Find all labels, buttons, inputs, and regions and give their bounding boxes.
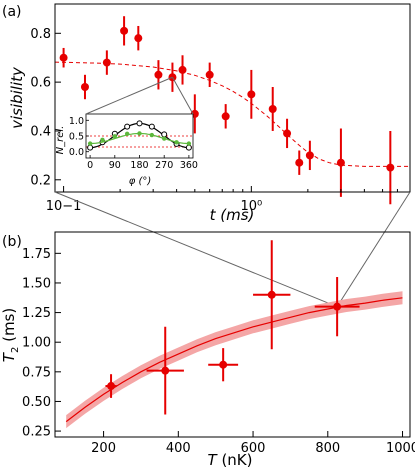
zoom-connector-line — [54, 191, 338, 308]
inset-point-black — [124, 123, 131, 130]
panel-a-data-point — [102, 58, 111, 67]
panel-b-ytick-label: 1.25 — [22, 306, 51, 321]
panel-a-label: (a) — [2, 4, 22, 20]
panel-a-data-point — [59, 53, 68, 62]
inset-point-green — [149, 132, 155, 138]
panel-b-xtick-label: 1000 — [386, 441, 415, 456]
panel-b-data-point — [107, 382, 116, 391]
panel-a-data-point — [134, 34, 143, 43]
inset-ticks: 0 90 180 270 360 0.0 0.5 1.0 — [69, 116, 198, 171]
panel-b-xlabel: T (nK) — [208, 451, 253, 469]
panel-b-fit-curve — [65, 297, 403, 423]
panel-b-confidence-band — [66, 291, 403, 429]
panel-b-data-point — [333, 302, 342, 311]
panel-b-fit-layer — [65, 291, 403, 429]
inset-connector-line — [172, 77, 194, 115]
inset-ytick-label: 0.0 — [69, 147, 84, 158]
inset-point-green — [87, 141, 93, 146]
panel-a-ytick-label: 0.4 — [30, 124, 51, 139]
inset-xtick-label: 270 — [155, 160, 173, 171]
panel-a-xtick-label: 10⁰ — [240, 199, 262, 214]
panel-b-xtick-label: 200 — [91, 441, 116, 456]
panel-b-label: (b) — [2, 234, 22, 250]
inset-point-black — [87, 144, 94, 151]
inset-point-green — [137, 131, 142, 136]
panel-a-xtick-label: 10−1 — [46, 199, 82, 214]
panel-b-data-point — [161, 366, 170, 375]
panel-a-ytick-label: 0.6 — [30, 76, 51, 91]
panel-b-data-point — [267, 290, 276, 299]
panel-a-ytick-label: 0.2 — [30, 173, 51, 188]
panel-a-xlabel: t (ms) — [210, 206, 255, 224]
panel-a: 10−1 10⁰ 0.2 0.4 0.6 0.8 t (ms) visibility — [8, 3, 411, 224]
inset-xtick-label: 90 — [109, 160, 121, 171]
panel-a-frame — [54, 3, 411, 193]
inset-panel: 0 90 180 270 360 0.0 0.5 1.0 φ (°) N_rel. — [55, 113, 198, 187]
panel-a-ytick-label: 0.8 — [30, 27, 51, 42]
panel-a-data-point — [305, 151, 314, 160]
inset-ylabel: N_rel. — [55, 126, 66, 155]
panel-b-ylabel: T2 (ms) — [0, 308, 21, 362]
panel-a-data-point — [268, 104, 277, 113]
inset-xtick-label: 360 — [180, 160, 198, 171]
inset-connector-line — [85, 76, 173, 115]
panel-a-ylabel: visibility — [8, 66, 26, 129]
panel-a-data-point — [178, 65, 187, 74]
inset-xtick-label: 180 — [130, 160, 148, 171]
inset-point-green — [174, 140, 179, 145]
panel-b-ticks: 200 400 600 800 1000 0.25 0.50 0.75 1.00 1.25 1.50… — [22, 247, 415, 456]
panel-b-ytick-label: 0.75 — [22, 365, 51, 380]
panel-a-data-point — [336, 158, 345, 167]
panel-b-xtick-label: 600 — [241, 441, 266, 456]
panel-b-points-layer — [105, 240, 360, 415]
panel-b-frame — [54, 231, 411, 438]
inset-ytick-label: 0.5 — [69, 132, 84, 143]
panel-a-data-point — [205, 70, 214, 79]
inset-point-green — [112, 134, 118, 139]
inset-content-layer — [86, 120, 193, 151]
panel-b-ytick-label: 1.50 — [22, 276, 51, 291]
panel-b: 200 400 600 800 1000 0.25 0.50 0.75 1.00 1.25 1.50… — [0, 231, 415, 469]
connector-lines — [54, 76, 411, 308]
inset-point-black — [148, 123, 155, 130]
panel-b-ytick-label: 1.00 — [22, 336, 51, 351]
panel-a-data-point — [247, 90, 256, 99]
inset-point-black — [185, 144, 192, 151]
inset-xlabel: φ (°) — [129, 176, 152, 187]
panel-a-data-point — [283, 129, 292, 138]
panel-a-data-point — [120, 26, 129, 35]
panel-b-xtick-label: 800 — [315, 441, 340, 456]
panel-a-data-point — [154, 70, 163, 79]
panel-a-points-layer — [59, 16, 395, 205]
panel-a-data-point — [386, 163, 395, 172]
inset-point-black — [136, 120, 143, 127]
inset-point-black — [161, 131, 168, 138]
inset-point-green — [124, 131, 130, 136]
panel-b-ytick-label: 0.50 — [22, 395, 51, 410]
inset-xtick-label: 0 — [87, 160, 93, 171]
panel-b-ytick-label: 1.75 — [22, 247, 51, 262]
zoom-connector-line — [336, 191, 411, 307]
inset-ytick-label: 1.0 — [69, 116, 84, 127]
panel-a-ticks: 10−1 10⁰ 0.2 0.4 0.6 0.8 — [30, 27, 411, 214]
panel-b-ytick-label: 0.25 — [22, 425, 51, 440]
inset-point-green — [161, 136, 167, 141]
inset-point-green — [100, 137, 105, 142]
panel-a-data-point — [80, 83, 89, 92]
panel-a-data-point — [295, 158, 304, 167]
panel-b-data-point — [219, 360, 228, 369]
inset-point-green — [186, 141, 192, 146]
panel-a-data-point — [221, 112, 230, 121]
panel-b-xtick-label: 400 — [166, 441, 191, 456]
